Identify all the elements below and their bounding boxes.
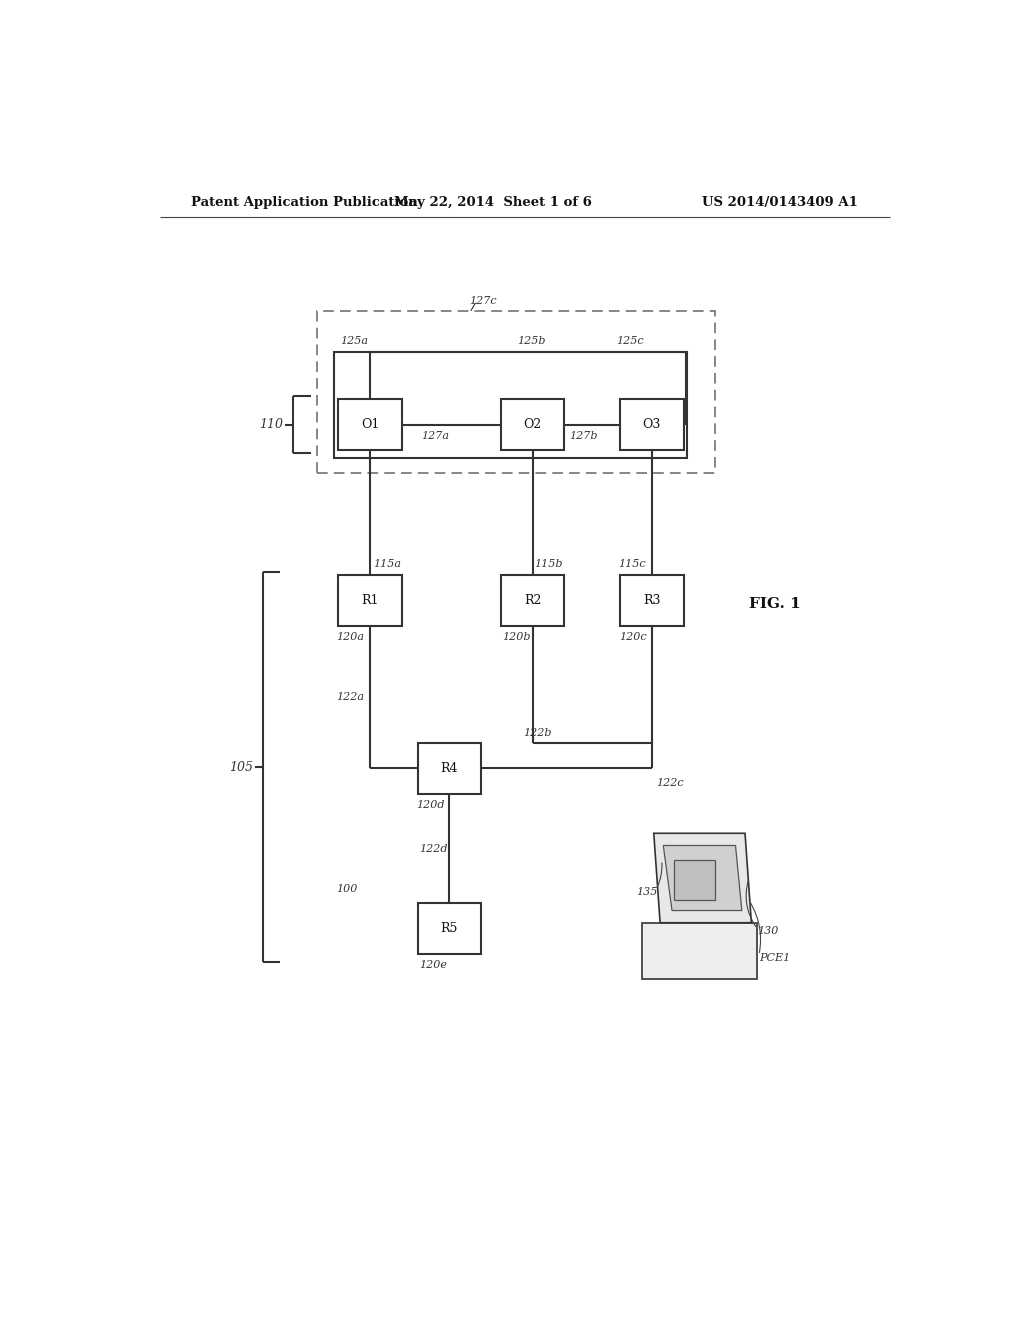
Text: 127c: 127c — [469, 296, 497, 306]
Bar — [418, 903, 481, 954]
Text: 110: 110 — [259, 418, 284, 432]
Bar — [501, 576, 564, 626]
Text: 120e: 120e — [419, 961, 447, 970]
Text: 127b: 127b — [569, 430, 598, 441]
Text: O1: O1 — [360, 418, 379, 432]
Bar — [501, 399, 564, 450]
Text: 125b: 125b — [517, 337, 546, 346]
Text: 122a: 122a — [337, 692, 365, 702]
Bar — [338, 399, 401, 450]
Text: 115c: 115c — [618, 560, 646, 569]
Polygon shape — [664, 846, 741, 911]
Text: R3: R3 — [643, 594, 660, 607]
Text: 127a: 127a — [422, 430, 450, 441]
Text: R2: R2 — [524, 594, 542, 607]
Bar — [418, 743, 481, 793]
Text: 135: 135 — [636, 887, 657, 898]
Text: O2: O2 — [523, 418, 542, 432]
Text: 122b: 122b — [523, 727, 552, 738]
Bar — [620, 576, 683, 626]
Text: 115b: 115b — [535, 560, 563, 569]
Text: 130: 130 — [758, 925, 778, 936]
Text: PCE1: PCE1 — [759, 953, 791, 964]
Bar — [338, 576, 401, 626]
Text: 122c: 122c — [655, 779, 683, 788]
Text: R4: R4 — [440, 762, 458, 775]
Polygon shape — [653, 833, 752, 923]
Text: R1: R1 — [361, 594, 379, 607]
Text: 125c: 125c — [616, 337, 644, 346]
Text: 122d: 122d — [419, 843, 447, 854]
Bar — [316, 312, 715, 474]
Text: 100: 100 — [337, 884, 358, 894]
Text: May 22, 2014  Sheet 1 of 6: May 22, 2014 Sheet 1 of 6 — [394, 195, 592, 209]
Text: 120d: 120d — [416, 800, 444, 809]
Bar — [674, 861, 715, 900]
Text: 115a: 115a — [373, 560, 401, 569]
Text: 120c: 120c — [620, 632, 647, 642]
Bar — [642, 923, 757, 978]
Text: 105: 105 — [229, 760, 253, 774]
Text: R5: R5 — [440, 923, 458, 936]
Bar — [620, 399, 683, 450]
Bar — [334, 351, 687, 458]
Text: US 2014/0143409 A1: US 2014/0143409 A1 — [702, 195, 858, 209]
Text: 120b: 120b — [502, 632, 530, 642]
Text: 120a: 120a — [337, 632, 365, 642]
Text: O3: O3 — [643, 418, 660, 432]
Text: 125a: 125a — [340, 337, 368, 346]
Text: FIG. 1: FIG. 1 — [749, 597, 801, 611]
Text: Patent Application Publication: Patent Application Publication — [191, 195, 418, 209]
